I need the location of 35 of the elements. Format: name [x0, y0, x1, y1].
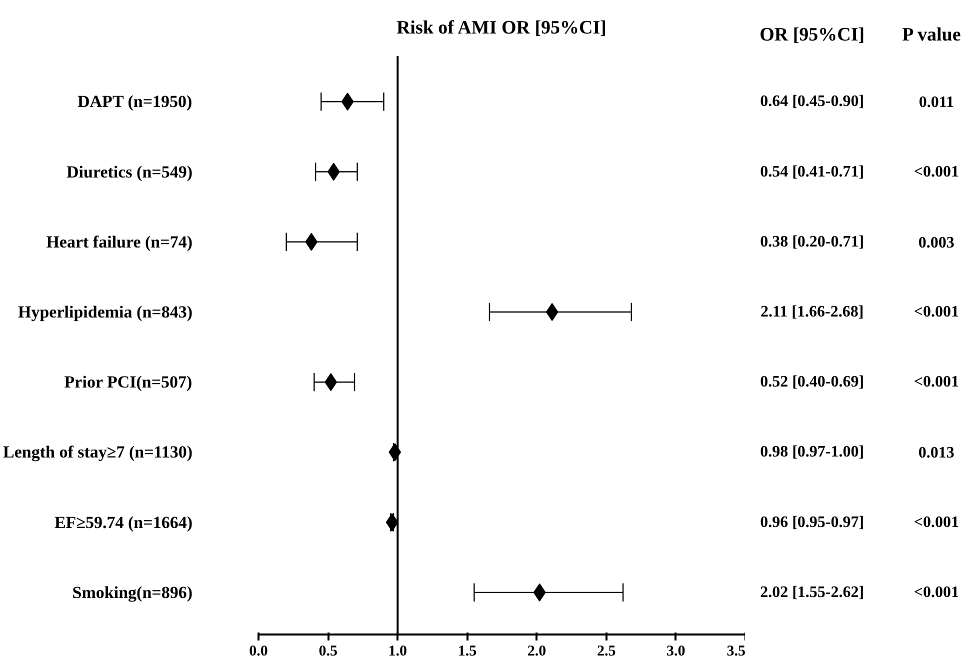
- data-label: 0.52 [0.40-0.69]: [760, 374, 864, 391]
- text: OR [95%CI]: [760, 24, 865, 46]
- y-tick-label: Prior PCI(n=507): [64, 372, 192, 392]
- y-tick-label: Hyperlipidemia (n=843): [18, 302, 193, 322]
- y-tick-label: Heart failure (n=74): [46, 232, 193, 252]
- text: <0.001: [914, 514, 959, 531]
- y-tick-label: DAPT (n=1950): [78, 92, 192, 112]
- x-tick-label: 0.0: [249, 644, 268, 660]
- data-label: 2.11 [1.66-2.68]: [760, 303, 864, 320]
- text: 0.003: [918, 234, 954, 252]
- x-tick-label: 2.0: [527, 644, 546, 660]
- x-tick-label: 2.5: [596, 644, 616, 660]
- y-tick-label: Smoking(n=896): [72, 582, 193, 602]
- y-tick-label: Diuretics (n=549): [66, 162, 192, 182]
- data-label: 0.98 [0.97-1.00]: [760, 444, 864, 461]
- data-label: 0.54 [0.41-0.71]: [760, 163, 864, 180]
- x-tick-label: 1.5: [458, 644, 477, 660]
- text: <0.001: [914, 374, 959, 391]
- data-label: 2.02 [1.55-2.62]: [760, 584, 864, 601]
- text: 0.011: [918, 94, 954, 112]
- data-label: 0.96 [0.95-0.97]: [760, 514, 864, 531]
- text: <0.001: [914, 584, 959, 601]
- data-label: 0.38 [0.20-0.71]: [760, 233, 864, 250]
- text: 0.013: [918, 444, 954, 462]
- text: <0.001: [914, 303, 959, 320]
- y-tick-label: Length of stay≥7 (n=1130): [3, 442, 192, 462]
- x-tick-label: 3.5: [726, 644, 746, 660]
- text: P value: [902, 24, 961, 46]
- data-label: 0.64 [0.45-0.90]: [760, 93, 864, 110]
- y-tick-label: EF≥59.74 (n=1664): [54, 512, 193, 532]
- x-tick-label: 3.0: [666, 644, 686, 660]
- x-tick-label: 0.5: [318, 644, 338, 660]
- chart-title: Risk of AMI OR [95%CI]: [396, 18, 607, 39]
- x-tick-label: 1.0: [388, 644, 408, 660]
- text: <0.001: [914, 163, 959, 180]
